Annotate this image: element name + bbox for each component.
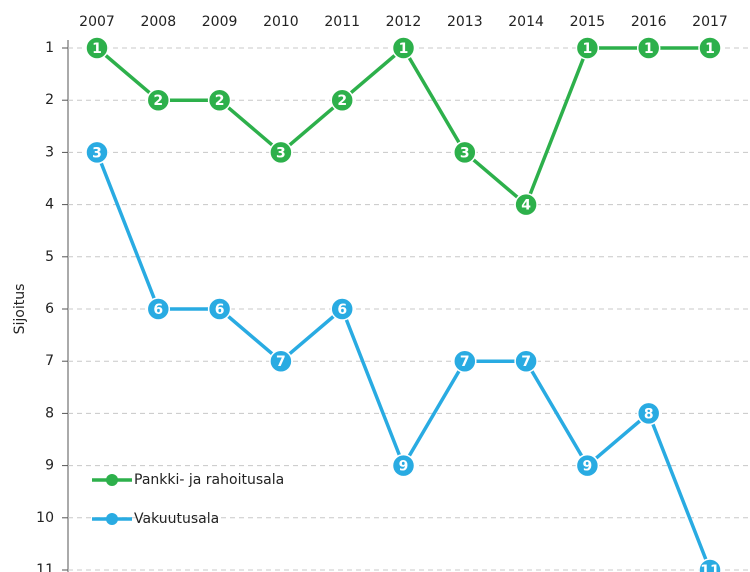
- marker: [453, 349, 477, 373]
- data-label: 3: [92, 145, 102, 161]
- y-tick-label: 3: [45, 144, 54, 160]
- x-tick-label: 2013: [447, 14, 483, 30]
- x-tick-label: 2016: [631, 14, 667, 30]
- marker: [698, 36, 722, 60]
- y-tick-label: 9: [45, 458, 54, 474]
- legend-label: Pankki- ja rahoitusala: [134, 472, 284, 488]
- data-label: 2: [337, 93, 347, 109]
- y-tick-label: 5: [45, 249, 54, 265]
- legend-label: Vakuutusala: [134, 511, 219, 527]
- y-axis-label: Sijoitus: [12, 284, 28, 335]
- series-line: [95, 46, 710, 207]
- marker: [330, 297, 354, 321]
- x-tick-label: 2014: [508, 14, 544, 30]
- marker: [207, 297, 232, 321]
- x-tick-label: 2012: [386, 14, 422, 30]
- marker: [575, 36, 600, 60]
- marker: [85, 140, 109, 165]
- y-tick-label: 1: [45, 40, 54, 56]
- marker: [575, 453, 600, 478]
- x-tick-label: 2015: [570, 14, 606, 30]
- x-tick-label: 2010: [263, 14, 299, 30]
- marker: [636, 36, 661, 60]
- data-label: 1: [399, 41, 409, 57]
- marker: [85, 36, 109, 60]
- x-tick-label: 2011: [324, 14, 360, 30]
- data-label: 7: [460, 354, 470, 370]
- marker: [207, 88, 232, 112]
- marker: [146, 88, 171, 112]
- marker: [514, 349, 538, 373]
- marker: [636, 401, 661, 426]
- marker: [269, 349, 293, 373]
- data-label: 6: [215, 302, 225, 318]
- marker: [698, 558, 722, 572]
- y-tick-label: 10: [36, 510, 54, 526]
- data-label: 9: [399, 459, 409, 475]
- data-label: 7: [521, 354, 531, 370]
- marker: [391, 453, 416, 478]
- data-label: 1: [583, 41, 593, 57]
- data-label: 11: [700, 563, 719, 572]
- y-tick-label: 11: [36, 562, 54, 572]
- marker: [330, 88, 354, 112]
- data-label: 1: [705, 41, 715, 57]
- data-label: 1: [644, 41, 654, 57]
- y-tick-label: 6: [45, 301, 54, 317]
- data-label: 7: [276, 354, 286, 370]
- marker: [146, 297, 171, 321]
- data-label: 2: [153, 93, 163, 109]
- y-tick-label: 8: [45, 405, 54, 421]
- data-label: 6: [153, 302, 163, 318]
- data-label: 9: [583, 459, 593, 475]
- data-label: 3: [460, 145, 470, 161]
- marker: [391, 36, 416, 60]
- data-label: 6: [337, 302, 347, 318]
- marker: [269, 140, 293, 165]
- x-tick-label: 2007: [79, 14, 115, 30]
- x-tick-label: 2009: [202, 14, 238, 30]
- y-tick-label: 2: [45, 92, 54, 108]
- data-label: 4: [521, 198, 531, 214]
- legend-marker: [106, 474, 118, 486]
- x-tick-label: 2008: [140, 14, 176, 30]
- marker: [514, 192, 538, 217]
- y-tick-label: 7: [45, 353, 54, 369]
- marker: [453, 140, 477, 165]
- data-label: 2: [215, 93, 225, 109]
- y-tick-label: 4: [45, 197, 54, 213]
- x-tick-label: 2017: [692, 14, 728, 30]
- data-label: 3: [276, 145, 286, 161]
- legend-marker: [106, 513, 118, 525]
- data-label: 1: [92, 41, 102, 57]
- data-label: 8: [644, 406, 654, 422]
